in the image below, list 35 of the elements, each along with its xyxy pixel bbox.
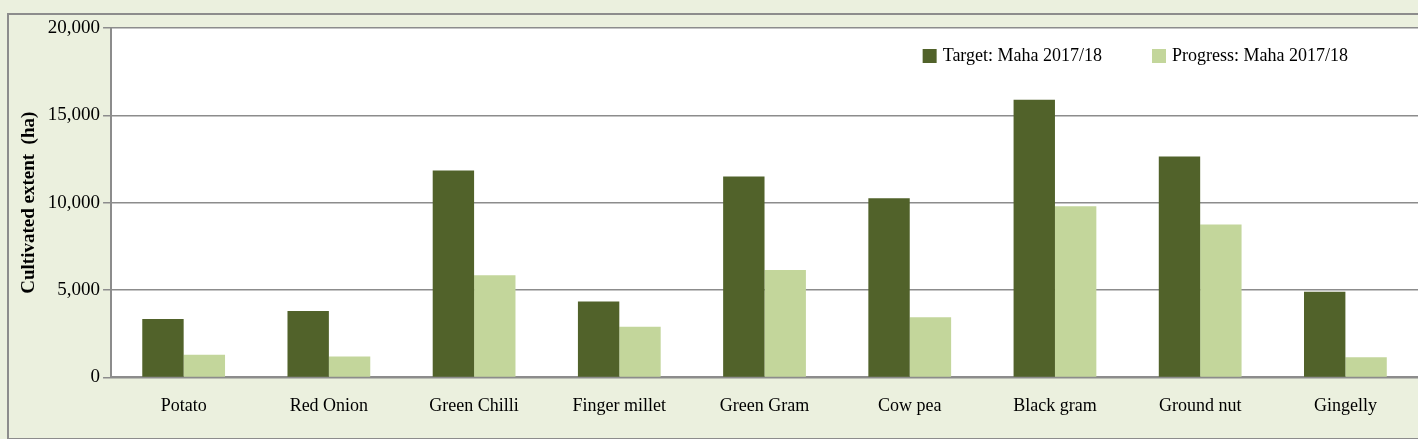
y-tick-label: 0 bbox=[90, 365, 101, 387]
y-tick-label: 5,000 bbox=[57, 278, 101, 300]
legend-label: Target: Maha 2017/18 bbox=[942, 44, 1103, 65]
x-tick-label: Ground nut bbox=[1158, 394, 1242, 415]
legend-label: Progress: Maha 2017/18 bbox=[1172, 44, 1348, 65]
bar bbox=[1013, 99, 1055, 377]
bar bbox=[474, 275, 516, 377]
x-tick-label: Potato bbox=[160, 394, 207, 415]
bar bbox=[1054, 206, 1097, 377]
y-tick-label: 10,000 bbox=[47, 190, 101, 212]
bar bbox=[723, 176, 765, 377]
bar bbox=[287, 311, 329, 377]
bar bbox=[1345, 357, 1387, 377]
x-tick-label: Green Chilli bbox=[429, 394, 519, 415]
bar bbox=[183, 354, 226, 377]
bar bbox=[764, 269, 806, 377]
x-tick-label: Gingelly bbox=[1313, 394, 1377, 415]
bar bbox=[432, 170, 475, 377]
x-tick-label: Black gram bbox=[1013, 394, 1097, 415]
x-tick-label: Finger millet bbox=[572, 394, 667, 415]
y-tick-label: 15,000 bbox=[47, 103, 101, 125]
bar bbox=[1304, 291, 1346, 377]
bar bbox=[1200, 224, 1242, 377]
y-axis-title: Cultivated extent (ha) bbox=[17, 111, 40, 294]
bar bbox=[909, 317, 952, 377]
x-tick-label: Red Onion bbox=[289, 394, 369, 415]
bar bbox=[1158, 156, 1201, 377]
bar bbox=[577, 301, 620, 377]
bar bbox=[619, 326, 661, 377]
bar bbox=[328, 356, 371, 377]
y-tick-label: 20,000 bbox=[47, 15, 101, 37]
bar bbox=[142, 318, 184, 377]
x-tick-label: Green Gram bbox=[719, 394, 810, 415]
x-tick-label: Cow pea bbox=[878, 394, 942, 415]
bar bbox=[868, 198, 910, 377]
